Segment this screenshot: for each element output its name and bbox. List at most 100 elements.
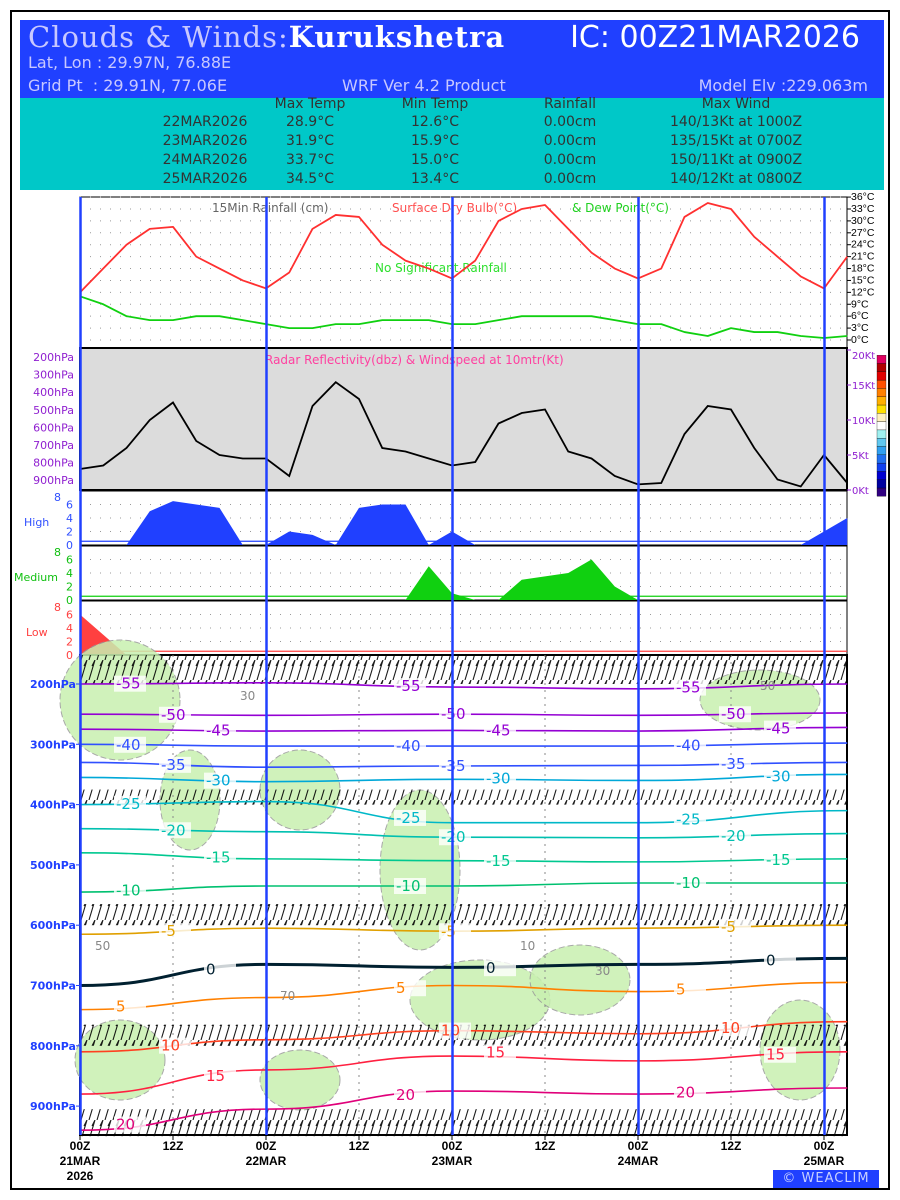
x-tick-label: 21MAR — [60, 1154, 101, 1168]
temp-tick-label: 3°C — [851, 322, 869, 334]
colorbar-swatch — [876, 413, 887, 422]
isotherm-label: -55 — [676, 679, 701, 697]
chart-title: Clouds & Winds:Kurukshetra — [28, 20, 505, 54]
isotherm-label: -50 — [721, 705, 746, 723]
label-bg — [394, 809, 426, 826]
isotherm-label: 10 — [721, 1019, 740, 1037]
wind-barb-band — [80, 655, 847, 684]
label-bg — [204, 772, 236, 789]
pressure-axis-label: 900hPa — [30, 1100, 76, 1113]
rh-contour-label: 50 — [760, 679, 775, 693]
rh-contour-label: 30 — [240, 689, 255, 703]
x-tick-label: 00Z — [814, 1139, 835, 1153]
isotherm-label: -35 — [721, 755, 746, 773]
wind-tick-label: 10Kt — [852, 416, 875, 427]
label-bg — [764, 952, 796, 969]
label-bg — [159, 822, 191, 839]
isotherm-label: 20 — [116, 1116, 135, 1134]
table-cell: 34.5°C — [286, 171, 334, 187]
x-tick-label: 2026 — [67, 1169, 94, 1183]
cloud-level-label: Low — [26, 626, 48, 639]
isotherm-label: 10 — [441, 1022, 460, 1040]
label-bg — [674, 811, 706, 828]
x-tick-label: 12Z — [349, 1139, 370, 1153]
x-tick-label: 23MAR — [432, 1154, 473, 1168]
table-cell: 0.00cm — [543, 133, 597, 149]
colorbar-swatch — [876, 355, 887, 364]
isotherm-label: -5 — [161, 922, 176, 940]
wind-barb-band — [80, 904, 847, 926]
table-cell: 23MAR2026 — [162, 133, 248, 149]
isotherm-label: 15 — [206, 1067, 225, 1085]
isotherm-label: -25 — [676, 811, 701, 829]
temp-tick-label: 18°C — [851, 263, 875, 275]
cloud-tick-label: 6 — [66, 499, 73, 512]
colorbar-swatch — [876, 421, 887, 431]
label-bg — [439, 706, 471, 723]
label-bg — [394, 980, 426, 997]
label-bg — [204, 961, 236, 978]
pressure-label: 700hPa — [33, 439, 74, 452]
rh-contour-label: 10 — [520, 939, 535, 953]
isotherm-label: 0 — [766, 951, 776, 969]
wind-tick-label: 15Kt — [852, 381, 875, 392]
isotherm-label: -10 — [676, 874, 701, 892]
rh-contour-label: 70 — [280, 989, 295, 1003]
header-panel: Clouds & Winds:Kurukshetra IC: 00Z21MAR2… — [20, 20, 884, 98]
label-bg — [719, 756, 751, 773]
cloud-level-label: Medium — [14, 571, 58, 584]
label-bg — [204, 722, 236, 739]
table-cell: 0.00cm — [543, 114, 597, 130]
model-elevation: Model Elv :229.063m — [698, 76, 868, 95]
isotherm-label: -25 — [116, 795, 141, 813]
x-tick-label: 25MAR — [804, 1154, 845, 1168]
colorbar-swatch — [876, 479, 887, 489]
label-bg — [204, 1067, 236, 1084]
temp-tick-label: 9°C — [851, 298, 869, 310]
colorbar-swatch — [876, 363, 887, 372]
isotherm-label: 20 — [396, 1086, 415, 1104]
table-cell: 140/12Kt at 0800Z — [669, 171, 803, 187]
cloud-tick-label: 0 — [66, 539, 73, 552]
table-cell: 13.4°C — [411, 171, 459, 187]
cloud-tick-label: 2 — [66, 636, 73, 649]
label-bg — [159, 1037, 191, 1054]
label-bg — [719, 1020, 751, 1037]
series-surface-dry-bulb — [79, 202, 848, 293]
temperature-panel — [79, 196, 848, 349]
isotherm-label: 0 — [486, 959, 496, 977]
isotherm-label: -15 — [766, 851, 791, 869]
label-bg — [394, 878, 426, 895]
wind-tick-label: 20Kt — [852, 351, 875, 362]
cloud-tick-label: 0 — [66, 594, 73, 607]
isotherm-label: -25 — [396, 809, 421, 827]
temp-tick-label: 30°C — [851, 215, 875, 227]
rh-contour-label: 50 — [95, 939, 110, 953]
x-tick-label: 00Z — [442, 1139, 463, 1153]
label-bg — [204, 849, 236, 866]
outer-frame — [10, 10, 890, 1190]
cloud-tick-label: 6 — [66, 554, 73, 567]
temp-tick-label: 24°C — [851, 239, 875, 251]
cloud-tick-label: 4 — [66, 622, 73, 635]
isotherm-label: -5 — [721, 918, 736, 936]
isotherm-label: -15 — [486, 852, 511, 870]
isotherm-label: 15 — [766, 1046, 785, 1064]
pressure-label: 500hPa — [33, 404, 74, 417]
label-bg — [719, 706, 751, 723]
x-tick-label: 12Z — [535, 1139, 556, 1153]
colorbar-swatch — [876, 396, 887, 406]
lat-lon: Lat, Lon : 29.97N, 76.88E — [28, 53, 232, 72]
label-bg — [114, 1116, 146, 1133]
isotherm-label: 5 — [116, 997, 126, 1015]
table-cell: 28.9°C — [286, 114, 334, 130]
cloud-tick-label: 6 — [66, 609, 73, 622]
label-bg — [439, 1022, 471, 1039]
isotherm-label: -10 — [116, 881, 141, 899]
title-prefix: Clouds & Winds: — [28, 20, 289, 54]
cloud-tick-label: 0 — [66, 649, 73, 662]
label-bg — [114, 736, 146, 753]
label-bg — [114, 795, 146, 812]
label-bg — [484, 853, 516, 870]
